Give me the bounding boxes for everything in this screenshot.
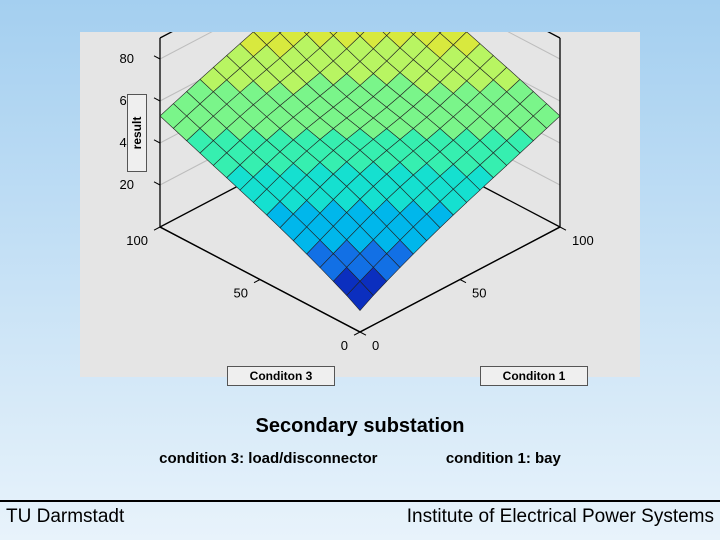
svg-text:0: 0 <box>372 338 379 353</box>
footer-rule <box>0 500 720 502</box>
slide-root: 20406080050100050100 result Conditon 3 C… <box>0 0 720 540</box>
svg-text:20: 20 <box>120 177 134 192</box>
svg-text:100: 100 <box>126 233 148 248</box>
z-axis-label-box: result <box>127 94 147 172</box>
surface-plot: 20406080050100050100 <box>80 32 640 377</box>
svg-text:80: 80 <box>120 51 134 66</box>
svg-text:0: 0 <box>341 338 348 353</box>
footer-left: TU Darmstadt <box>0 506 124 528</box>
subcaption-right: condition 1: bay <box>446 450 561 467</box>
footer: TU Darmstadt Institute of Electrical Pow… <box>0 506 720 536</box>
section-title: Secondary substation <box>0 415 720 438</box>
svg-text:50: 50 <box>234 286 248 301</box>
subcaption-left: condition 3: load/disconnector <box>159 450 377 467</box>
svg-text:100: 100 <box>572 233 594 248</box>
footer-right: Institute of Electrical Power Systems <box>407 506 720 528</box>
x-axis-label-box: Conditon 1 <box>480 366 588 386</box>
y-axis-label-box: Conditon 3 <box>227 366 335 386</box>
svg-text:50: 50 <box>472 286 486 301</box>
subcaptions-row: condition 3: load/disconnector condition… <box>0 450 720 467</box>
plot-panel: 20406080050100050100 result Conditon 3 C… <box>80 32 640 377</box>
